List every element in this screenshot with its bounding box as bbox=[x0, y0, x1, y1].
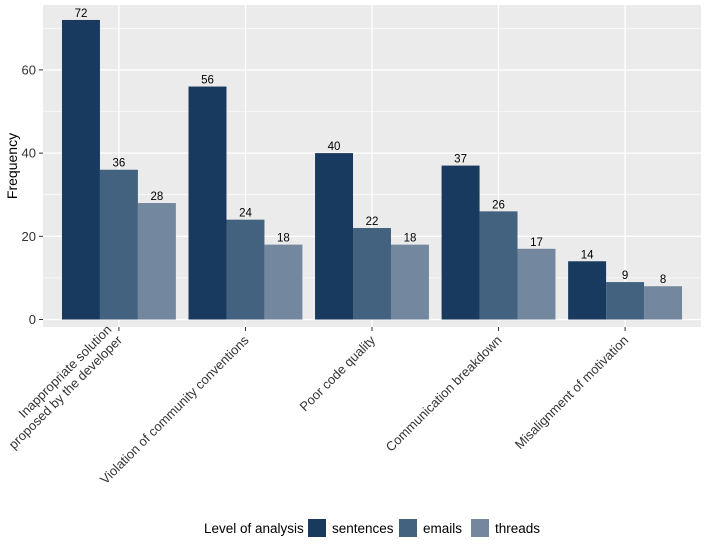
bar-sentences bbox=[188, 86, 227, 320]
bar-emails bbox=[99, 169, 138, 320]
legend-label-emails: emails bbox=[423, 521, 462, 536]
y-tick-label: 60 bbox=[22, 62, 36, 77]
data-label: 9 bbox=[622, 270, 628, 282]
data-label: 22 bbox=[366, 216, 379, 228]
data-label: 8 bbox=[660, 274, 666, 286]
bar-threads bbox=[644, 286, 683, 320]
bar-emails bbox=[353, 227, 391, 320]
bar-emails bbox=[479, 211, 518, 320]
x-tick-label: Inappropriate solutionproposed by the de… bbox=[0, 321, 126, 452]
x-tick-label-line: Misalignment of motivation bbox=[512, 333, 631, 452]
bar-sentences bbox=[568, 261, 607, 320]
bar-emails bbox=[606, 282, 645, 320]
data-label: 72 bbox=[75, 8, 88, 20]
x-tick-label: Misalignment of motivation bbox=[512, 333, 631, 452]
data-label: 18 bbox=[277, 233, 290, 245]
legend-swatch-sentences bbox=[308, 519, 326, 537]
data-label: 17 bbox=[530, 237, 543, 249]
data-label: 26 bbox=[492, 199, 505, 211]
x-tick-label: Violation of community conventions bbox=[97, 332, 252, 487]
y-tick-label: 0 bbox=[29, 312, 36, 327]
bar-sentences bbox=[441, 165, 480, 320]
data-label: 28 bbox=[150, 191, 163, 203]
x-tick-label-line: Communication breakdown bbox=[383, 333, 505, 455]
data-label: 24 bbox=[239, 208, 252, 220]
data-label: 18 bbox=[404, 233, 417, 245]
x-tick-label-line: Poor code quality bbox=[296, 332, 378, 414]
x-tick-label-line: Inappropriate solution bbox=[15, 322, 114, 421]
y-axis-title: Frequency bbox=[4, 133, 20, 199]
data-label: 40 bbox=[328, 141, 341, 153]
y-tick-label: 40 bbox=[22, 146, 36, 161]
data-label: 37 bbox=[454, 154, 467, 166]
bar-threads bbox=[390, 244, 429, 320]
bar-threads bbox=[264, 244, 303, 320]
x-tick-label-line: Violation of community conventions bbox=[97, 332, 252, 487]
bar-emails bbox=[226, 219, 265, 320]
y-tick-label: 20 bbox=[22, 229, 36, 244]
bar-sentences bbox=[61, 19, 100, 320]
bar-threads bbox=[137, 203, 176, 320]
legend-label-sentences: sentences bbox=[332, 521, 394, 536]
data-label: 14 bbox=[581, 249, 594, 261]
legend-label-threads: threads bbox=[495, 521, 540, 536]
data-label: 36 bbox=[113, 158, 126, 170]
legend-swatch-threads bbox=[471, 519, 489, 537]
x-tick-label-line: proposed by the developer bbox=[6, 332, 126, 452]
legend-title: Level of analysis bbox=[204, 521, 304, 536]
data-label: 56 bbox=[201, 75, 214, 87]
x-tick-label: Poor code quality bbox=[296, 332, 378, 414]
legend-swatch-emails bbox=[399, 519, 417, 537]
bar-threads bbox=[517, 248, 556, 320]
bar-sentences bbox=[315, 153, 354, 320]
x-tick-label: Communication breakdown bbox=[383, 333, 505, 455]
